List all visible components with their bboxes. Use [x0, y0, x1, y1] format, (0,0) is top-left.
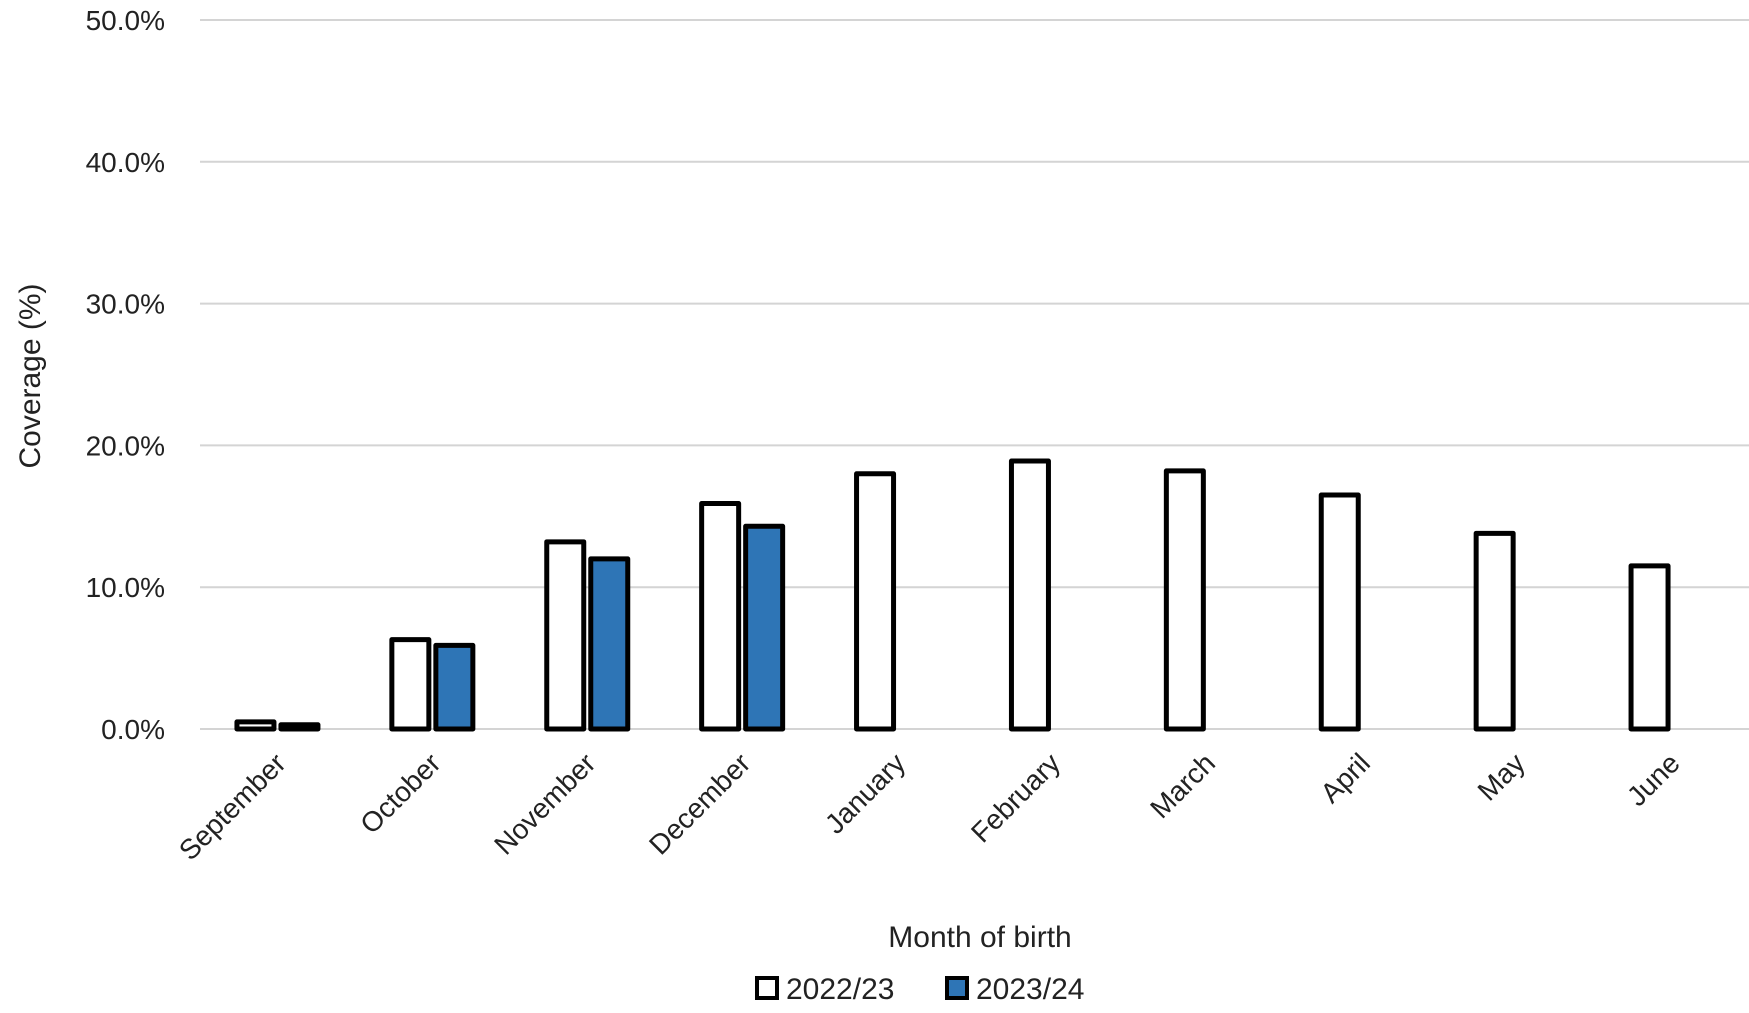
- y-tick-label: 10.0%: [86, 572, 165, 603]
- bar-2022-23-november: [544, 539, 587, 732]
- x-tick-label: March: [1144, 747, 1221, 824]
- bar-2023-24-october: [433, 642, 476, 732]
- bar-2023-24-september: [278, 722, 321, 732]
- y-axis-title: Coverage (%): [14, 283, 47, 468]
- bar-2022-23-april: [1318, 492, 1361, 732]
- bar-2022-23-february: [1008, 458, 1051, 732]
- x-tick-label: January: [819, 747, 911, 839]
- legend-swatch: [755, 976, 779, 1000]
- legend-label: 2023/24: [976, 973, 1084, 1006]
- x-tick-label: September: [173, 747, 292, 866]
- bar-2023-24-december: [743, 523, 786, 732]
- y-tick-label: 50.0%: [86, 5, 165, 36]
- x-axis-ticks: September October November December January F…: [173, 747, 1686, 866]
- legend-label: 2022/23: [786, 973, 894, 1006]
- bar-2022-23-october: [389, 637, 432, 732]
- y-tick-label: 0.0%: [101, 714, 165, 745]
- bar-2023-24-november: [588, 556, 631, 732]
- y-axis-ticks: 0.0% 10.0% 20.0% 30.0% 40.0% 50.0%: [86, 5, 165, 745]
- x-tick-label: June: [1621, 747, 1686, 812]
- x-tick-label: October: [354, 747, 446, 839]
- y-tick-label: 20.0%: [86, 430, 165, 461]
- bar-2022-23-june: [1628, 563, 1671, 732]
- x-tick-label: April: [1314, 747, 1376, 809]
- x-tick-label: November: [488, 747, 601, 860]
- x-tick-label: May: [1472, 747, 1531, 806]
- bar-2022-23-december: [699, 501, 742, 732]
- bar-2022-23-may: [1473, 530, 1516, 732]
- x-axis-title: Month of birth: [888, 921, 1071, 954]
- bar-2022-23-march: [1163, 468, 1206, 732]
- bar-2022-23-september: [234, 719, 277, 732]
- bar-2022-23-january: [854, 471, 897, 732]
- y-tick-label: 40.0%: [86, 147, 165, 178]
- x-tick-label: December: [643, 747, 756, 860]
- bars: [234, 458, 1671, 732]
- gridlines: [200, 19, 1749, 730]
- x-tick-label: February: [965, 747, 1066, 848]
- legend-swatch: [945, 976, 969, 1000]
- y-tick-label: 30.0%: [86, 289, 165, 320]
- legend: 2022/23 2023/24: [755, 973, 1084, 1006]
